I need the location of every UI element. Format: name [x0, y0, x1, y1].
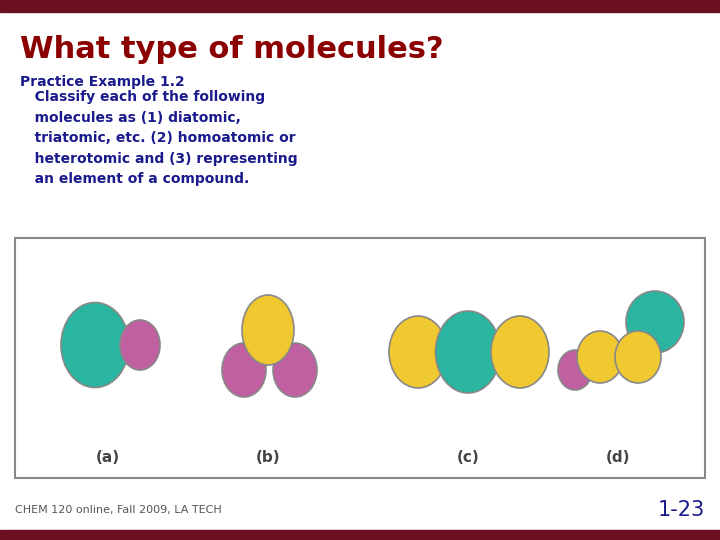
- Text: 1-23: 1-23: [658, 500, 705, 520]
- Ellipse shape: [577, 331, 623, 383]
- Ellipse shape: [273, 343, 317, 397]
- Text: (b): (b): [256, 450, 280, 465]
- Ellipse shape: [558, 350, 592, 390]
- Ellipse shape: [222, 343, 266, 397]
- Text: (a): (a): [96, 450, 120, 465]
- Ellipse shape: [61, 302, 129, 388]
- Bar: [0, 530, 720, 540]
- Text: (d): (d): [606, 450, 630, 465]
- Text: CHEM 120 online, Fall 2009, LA TECH: CHEM 120 online, Fall 2009, LA TECH: [15, 505, 222, 515]
- Text: Practice Example 1.2: Practice Example 1.2: [20, 75, 185, 89]
- Text: (c): (c): [456, 450, 480, 465]
- Ellipse shape: [389, 316, 447, 388]
- Text: Classify each of the following
   molecules as (1) diatomic,
   triatomic, etc. : Classify each of the following molecules…: [20, 90, 297, 186]
- Bar: [0, 0, 720, 12]
- Ellipse shape: [242, 295, 294, 365]
- Ellipse shape: [491, 316, 549, 388]
- Text: What type of molecules?: What type of molecules?: [20, 35, 444, 64]
- FancyBboxPatch shape: [15, 238, 705, 478]
- Ellipse shape: [436, 311, 500, 393]
- Ellipse shape: [615, 331, 661, 383]
- Ellipse shape: [120, 320, 160, 370]
- Ellipse shape: [626, 291, 684, 353]
